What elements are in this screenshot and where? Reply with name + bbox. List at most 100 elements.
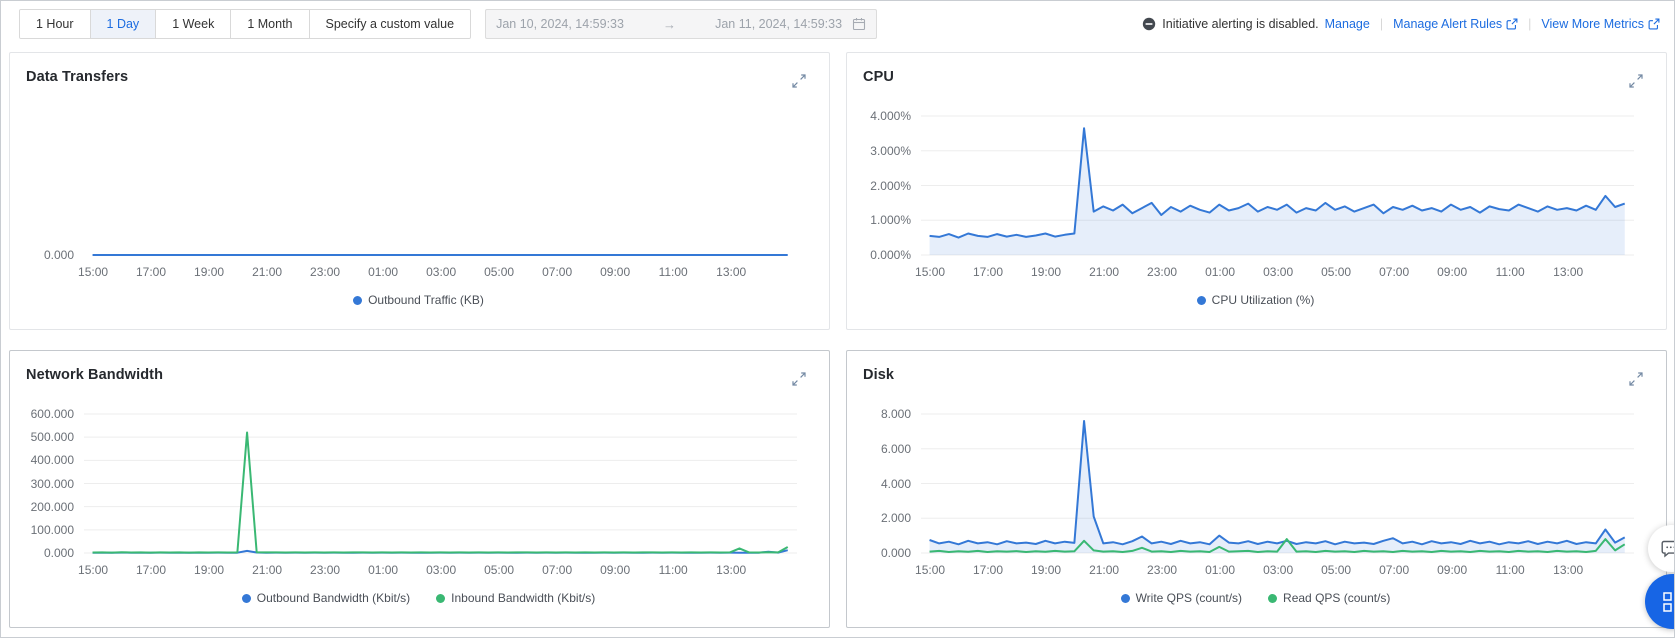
panel-data-transfers: Data Transfers 0.000 15:00 17:00 19:00 21:00… — [9, 52, 830, 330]
x-tick-label: 07:00 — [1379, 563, 1410, 577]
x-tick-label: 19:00 — [1031, 563, 1062, 577]
x-tick-label: 01:00 — [368, 563, 399, 577]
x-tick-label: 21:00 — [252, 265, 283, 279]
chart-disk: 8.000 6.000 4.000 2.000 0.000 15:00 17:00 19:00… — [863, 407, 1648, 605]
manage-alert-rules-link[interactable]: Manage Alert Rules — [1393, 17, 1518, 31]
x-tick-label: 03:00 — [426, 563, 457, 577]
alert-status-text: Initiative alerting is disabled. — [1162, 17, 1319, 31]
y-tick-label: 4.000% — [870, 109, 911, 123]
range-button-1-month[interactable]: 1 Month — [231, 10, 310, 38]
x-tick-label: 23:00 — [1147, 265, 1178, 279]
expand-icon[interactable] — [1628, 371, 1644, 387]
external-link-icon — [1648, 18, 1660, 30]
manage-link[interactable]: Manage — [1324, 17, 1370, 31]
x-tick-label: 01:00 — [368, 265, 399, 279]
chat-bubble-icon — [1661, 540, 1674, 557]
chart-network-bandwidth: 600.000 500.000 400.000 300.000 200.000 100.0… — [26, 407, 811, 605]
y-tick-label: 2.000 — [880, 511, 911, 526]
legend-cpu: CPU Utilization (%) — [863, 293, 1648, 307]
legend-label: Read QPS (count/s) — [1283, 591, 1391, 605]
y-tick-label: 100.000 — [30, 522, 74, 537]
x-tick-label: 13:00 — [1553, 265, 1584, 279]
legend-dot-icon — [241, 593, 251, 603]
y-tick-label: 4.000 — [880, 476, 911, 491]
x-tick-label: 15:00 — [78, 563, 109, 577]
x-tick-label: 07:00 — [542, 265, 573, 279]
x-tick-label: 03:00 — [1263, 563, 1294, 577]
y-tick-label: 2.000% — [870, 178, 911, 193]
x-tick-label: 05:00 — [1321, 563, 1352, 577]
plot-disk[interactable] — [921, 411, 1634, 557]
x-tick-label: 23:00 — [310, 563, 341, 577]
legend-label: Write QPS (count/s) — [1135, 591, 1243, 605]
view-more-metrics-link[interactable]: View More Metrics — [1541, 17, 1660, 31]
legend-item[interactable]: Inbound Bandwidth (Kbit/s) — [436, 591, 595, 605]
x-tick-label: 03:00 — [1263, 265, 1294, 279]
range-button-1-day[interactable]: 1 Day — [90, 10, 157, 38]
apps-grid-icon — [1662, 591, 1674, 612]
x-tick-label: 09:00 — [600, 265, 631, 279]
x-tick-label: 13:00 — [716, 563, 747, 577]
legend-dot-icon — [1196, 295, 1206, 305]
x-tick-label: 15:00 — [915, 265, 946, 279]
legend-item[interactable]: Read QPS (count/s) — [1268, 591, 1390, 605]
y-tick-label: 500.000 — [30, 430, 74, 445]
y-tick-label: 0.000 — [880, 546, 911, 560]
chart-data-transfers: 0.000 15:00 17:00 19:00 21:00 23:00 01:00 03:00… — [26, 113, 811, 307]
x-tick-label: 17:00 — [973, 563, 1004, 577]
panel-disk: Disk 8.000 6.000 4.000 2.000 0.000 15:00 17:00… — [846, 350, 1667, 628]
y-axis-data-transfers: 0.000 — [26, 113, 84, 262]
y-axis-network-bandwidth: 600.000 500.000 400.000 300.000 200.000 100.0… — [26, 407, 84, 560]
legend-item[interactable]: CPU Utilization (%) — [1196, 293, 1315, 307]
expand-icon[interactable] — [1628, 73, 1644, 89]
expand-icon[interactable] — [791, 73, 807, 89]
y-tick-label: 300.000 — [30, 476, 74, 491]
range-button-1-week[interactable]: 1 Week — [156, 10, 232, 38]
panel-network-bandwidth: Network Bandwidth 600.000 500.000 400.000 3… — [9, 350, 830, 628]
date-range-picker[interactable]: Jan 10, 2024, 14:59:33 → Jan 11, 2024, 1… — [485, 9, 878, 39]
plot-data-transfers[interactable] — [84, 113, 797, 259]
range-button-1-hour[interactable]: 1 Hour — [20, 10, 91, 38]
time-range-group: 1 Hour 1 Day 1 Week 1 Month Specify a custom… — [19, 9, 472, 39]
panel-title: Network Bandwidth — [26, 367, 164, 383]
divider: | — [1528, 17, 1532, 31]
y-tick-label: 200.000 — [30, 499, 74, 514]
x-tick-label: 19:00 — [194, 563, 225, 577]
y-axis-cpu: 4.000% 3.000% 2.000% 1.000% 0.000% — [863, 109, 921, 262]
external-link-icon — [1506, 18, 1518, 30]
legend-label: Outbound Bandwidth (Kbit/s) — [256, 591, 411, 605]
legend-network-bandwidth: Outbound Bandwidth (Kbit/s) Inbound Bandw… — [26, 591, 811, 605]
x-tick-label: 09:00 — [1437, 265, 1468, 279]
plot-network-bandwidth[interactable] — [84, 411, 797, 557]
x-tick-label: 21:00 — [1089, 265, 1120, 279]
expand-icon[interactable] — [791, 371, 807, 387]
legend-item[interactable]: Outbound Bandwidth (Kbit/s) — [241, 591, 411, 605]
range-button-specify-a-custom-value[interactable]: Specify a custom value — [309, 10, 471, 38]
y-tick-label: 8.000 — [880, 407, 911, 421]
alert-links: Initiative alerting is disabled. Manage … — [1142, 17, 1660, 31]
y-tick-label: 1.000% — [870, 213, 911, 228]
x-tick-label: 19:00 — [194, 265, 225, 279]
legend-data-transfers: Outbound Traffic (KB) — [26, 293, 811, 307]
y-tick-label: 600.000 — [30, 407, 74, 421]
panel-title: Disk — [863, 367, 895, 383]
x-axis-disk: 15:00 17:00 19:00 21:00 23:00 01:00 03:00 05:00… — [915, 563, 1634, 578]
x-tick-label: 07:00 — [1379, 265, 1410, 279]
legend-label: CPU Utilization (%) — [1211, 293, 1315, 307]
arrow-right-icon: → — [663, 16, 677, 32]
x-tick-label: 17:00 — [136, 265, 167, 279]
legend-dot-icon — [436, 593, 446, 603]
plot-cpu[interactable] — [921, 113, 1634, 259]
legend-item[interactable]: Outbound Traffic (KB) — [353, 293, 484, 307]
legend-label: Outbound Traffic (KB) — [368, 293, 484, 307]
panels-grid: Data Transfers 0.000 15:00 17:00 19:00 21:00… — [1, 47, 1674, 628]
x-tick-label: 03:00 — [426, 265, 457, 279]
x-axis-data-transfers: 15:00 17:00 19:00 21:00 23:00 01:00 03:00 05:00… — [78, 265, 797, 280]
x-tick-label: 15:00 — [915, 563, 946, 577]
panel-title: CPU — [863, 69, 894, 85]
toolbar: 1 Hour 1 Day 1 Week 1 Month Specify a custom… — [1, 1, 1674, 47]
legend-item[interactable]: Write QPS (count/s) — [1120, 591, 1243, 605]
panel-title: Data Transfers — [26, 69, 129, 85]
x-tick-label: 13:00 — [1553, 563, 1584, 577]
disabled-icon — [1143, 17, 1156, 31]
